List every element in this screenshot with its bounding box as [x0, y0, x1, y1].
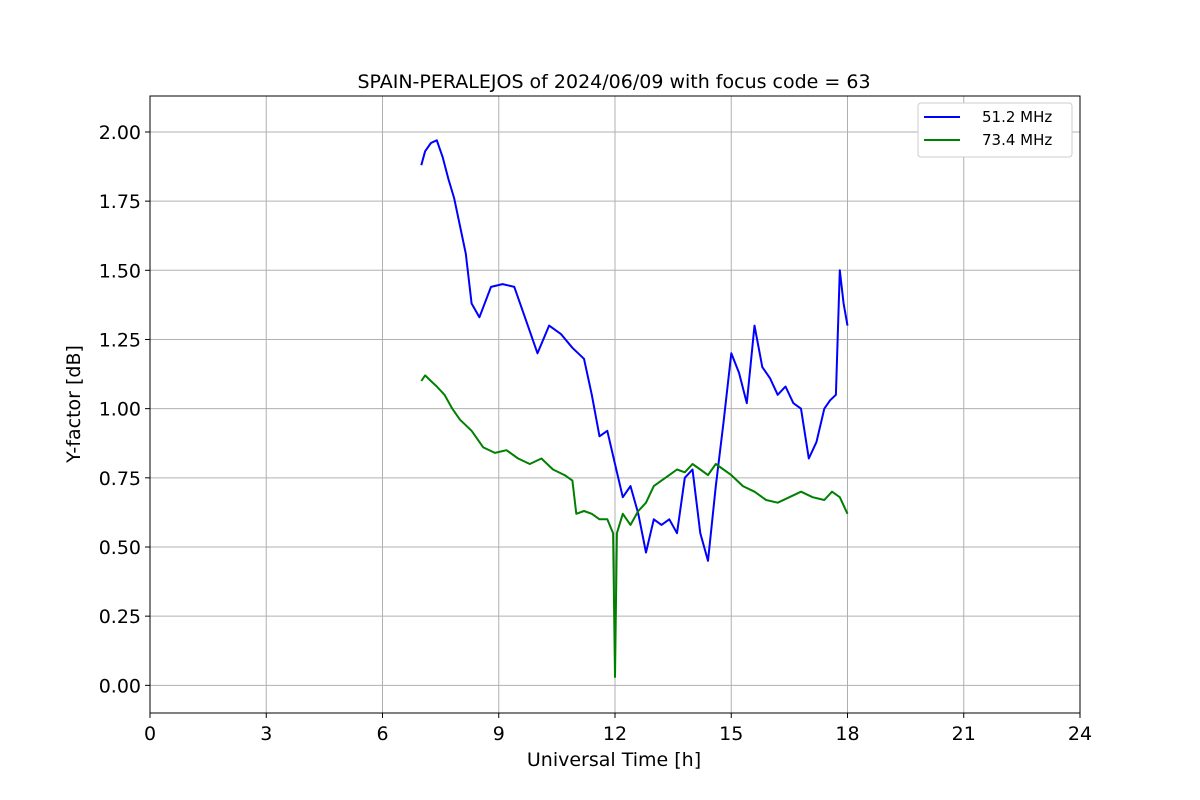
y-tick-label: 1.50 — [99, 260, 141, 282]
legend: 51.2 MHz 73.4 MHz — [917, 102, 1073, 158]
y-tick-label: 1.25 — [99, 329, 141, 351]
y-tick-label: 1.75 — [99, 191, 141, 213]
grid — [149, 96, 1081, 713]
y-tick-label: 1.00 — [99, 399, 141, 421]
x-tick-label: 21 — [952, 723, 976, 745]
x-axis-label: Universal Time [h] — [527, 749, 701, 771]
series-line-73-4-mhz — [420, 374, 849, 678]
x-tick-label: 15 — [719, 723, 743, 745]
series-line-51-2-mhz — [420, 139, 849, 562]
series-layer — [420, 139, 849, 678]
y-axis-label: Y-factor [dB] — [63, 345, 85, 464]
y-tick-label: 0.50 — [99, 537, 141, 559]
x-axis: 0 3 6 9 12 15 18 21 24 — [144, 713, 1092, 745]
x-tick-label: 9 — [493, 723, 505, 745]
y-tick-label: 0.25 — [99, 606, 141, 628]
legend-label-73-4-mhz: 73.4 MHz — [982, 131, 1052, 149]
y-axis: 0.00 0.25 0.50 0.75 1.00 1.25 1.50 1.75 2.00 — [99, 122, 150, 697]
x-tick-label: 12 — [603, 723, 627, 745]
x-tick-label: 18 — [835, 723, 859, 745]
y-tick-label: 0.00 — [99, 675, 141, 697]
x-tick-label: 0 — [144, 723, 156, 745]
x-tick-label: 6 — [376, 723, 388, 745]
x-tick-label: 3 — [260, 723, 272, 745]
y-tick-label: 0.75 — [99, 468, 141, 490]
legend-label-51-2-mhz: 51.2 MHz — [982, 108, 1052, 126]
y-tick-label: 2.00 — [99, 122, 141, 144]
chart-title: SPAIN-PERALEJOS of 2024/06/09 with focus… — [357, 71, 870, 93]
x-tick-label: 24 — [1068, 723, 1092, 745]
